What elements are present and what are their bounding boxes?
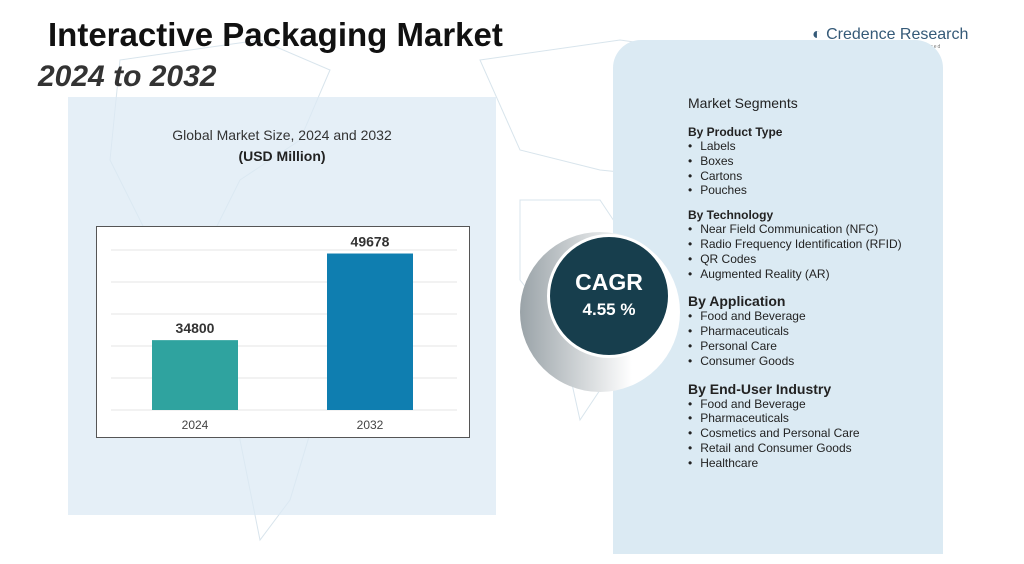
segment-group-title: By Product Type <box>688 125 783 139</box>
segment-item: Retail and Consumer Goods <box>688 441 902 456</box>
data-label: 34800 <box>176 320 215 336</box>
segment-item: Augmented Reality (AR) <box>688 267 902 282</box>
chart-title: Global Market Size, 2024 and 2032 <box>172 127 392 143</box>
segments-heading: Market Segments <box>688 95 798 111</box>
segment-item: Labels <box>688 139 902 154</box>
segment-group-title: By Application <box>688 293 786 310</box>
segment-item: Food and Beverage <box>688 309 902 324</box>
cagr-label: CAGR <box>575 269 643 295</box>
segment-list: Food and BeveragePharmaceuticalsCosmetic… <box>688 397 902 471</box>
market-segments: Market Segments By Product TypeLabelsBox… <box>688 95 902 471</box>
segment-list: Near Field Communication (NFC)Radio Freq… <box>688 222 902 282</box>
segment-group-title: By Technology <box>688 208 774 223</box>
cagr-badge: CAGR 4.55 % <box>547 234 671 358</box>
x-tick-label: 2024 <box>182 418 209 432</box>
bar-chart: 34800 2024 49678 2032 <box>111 234 457 432</box>
page-title: Interactive Packaging Market <box>48 16 503 53</box>
segment-item: Radio Frequency Identification (RFID) <box>688 237 901 252</box>
segment-item: Pharmaceuticals <box>688 411 902 426</box>
page-subtitle: 2024 to 2032 <box>38 60 217 93</box>
segment-list: LabelsBoxesCartonsPouches <box>688 139 902 198</box>
segment-item: Pouches <box>688 183 902 198</box>
segment-item: Food and Beverage <box>688 397 902 412</box>
segment-item: Pharmaceuticals <box>688 324 902 339</box>
segment-item: Consumer Goods <box>688 354 902 369</box>
segment-group-title: By End-User Industry <box>688 380 832 397</box>
data-label: 49678 <box>351 234 390 250</box>
segment-item: QR Codes <box>688 252 902 267</box>
chart-unit: (USD Million) <box>238 148 326 164</box>
segment-item: Healthcare <box>688 456 902 471</box>
segment-item: Boxes <box>688 154 902 169</box>
chart-frame: 34800 2024 49678 2032 <box>96 226 470 438</box>
bar-2024 <box>152 340 238 410</box>
bar-2032 <box>327 253 413 410</box>
segment-item: Near Field Communication (NFC) <box>688 222 902 237</box>
segment-item: Personal Care <box>688 339 902 354</box>
segment-item: Cosmetics and Personal Care <box>688 426 902 441</box>
x-tick-label: 2032 <box>357 418 384 432</box>
segment-item: Cartons <box>688 169 902 184</box>
logo-icon: ◐ <box>812 26 827 43</box>
segment-list: Food and BeveragePharmaceuticalsPersonal… <box>688 309 902 368</box>
cagr-value: 4.55 % <box>582 300 636 319</box>
